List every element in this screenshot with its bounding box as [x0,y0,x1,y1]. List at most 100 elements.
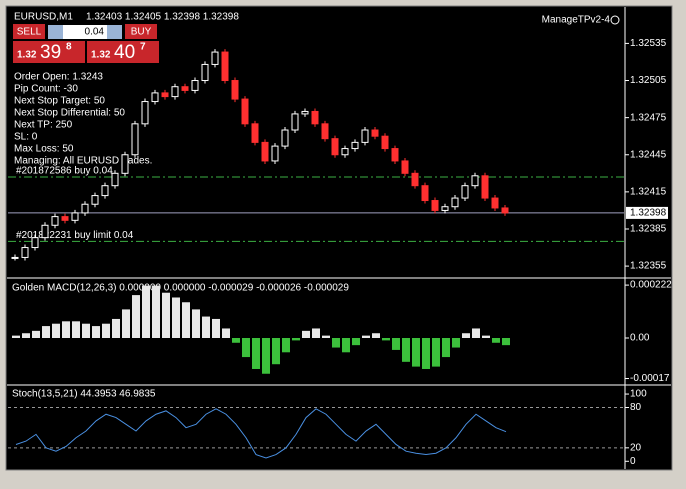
candle [151,92,159,103]
macd-bar [132,295,140,339]
macd-bar [372,333,380,339]
macd-bar [112,318,120,339]
macd-bar [452,338,460,348]
macd-bar [162,292,170,339]
candle [231,80,239,100]
macd-bar [222,328,230,339]
quote: 1.32403 1.32405 1.32398 1.32398 [86,12,239,23]
candle [41,224,49,239]
expert-icon [610,15,620,25]
candle [411,172,419,187]
buy-point: 7 [140,42,146,53]
candle [61,216,69,221]
sell-button[interactable] [13,24,45,39]
candle [71,212,79,221]
candle [141,101,149,125]
price-box [626,206,668,219]
macd-bar [412,338,420,367]
macd-bar [92,326,100,339]
buy-label: BUY [131,27,152,38]
macd-bar [332,338,340,348]
macd-bar [242,338,250,358]
candle [261,141,269,162]
candle [281,129,289,147]
macd-bar [12,335,20,339]
candle [91,195,99,205]
buy-button[interactable] [125,24,157,39]
sell-price-box[interactable] [13,41,85,63]
lot-down[interactable] [48,25,63,39]
candle [11,256,19,259]
candle [111,172,119,187]
candle [501,207,509,214]
macd-bar [32,330,40,339]
macd-bar [402,338,410,362]
candle [381,135,389,150]
macd-bar [52,323,60,339]
sell-label: SELL [17,27,42,38]
macd-bar [382,338,390,341]
y-tick-label: 1.32385 [630,224,667,235]
lot-value: 0.04 [85,27,105,38]
candle [241,98,249,125]
macd-bar [182,302,190,339]
candle [321,123,329,140]
y-tick-label: -0.00017 [630,373,670,384]
buy-pips: 40 [114,42,135,63]
macd-bar [362,335,370,339]
info-line: SL: 0 [14,132,38,143]
macd-bar [102,323,110,339]
y-tick-label: 20 [630,442,642,453]
lot-input[interactable] [63,25,107,39]
candle [201,63,209,82]
info-line: Next Stop Differential: 50 [14,108,125,119]
indicator-title: Golden MACD(12,26,3) 0.000000 0.000000 -… [12,283,349,294]
candle [471,175,479,187]
macd-bar [322,335,330,339]
macd-bar [212,318,220,339]
info-line: Next Stop Target: 50 [14,96,105,107]
macd-bar [262,338,270,374]
buy-price-box[interactable] [87,41,159,63]
macd-bar [202,316,210,339]
candle [331,138,339,156]
candle [161,92,169,98]
candle [21,247,29,258]
y-tick-label: 0.000222 [630,280,672,291]
macd-bar [392,338,400,350]
macd-bar [462,333,470,339]
order-label: #201872586 buy 0.04 [16,166,113,177]
y-tick-label: 0 [630,456,636,467]
macd-bar [122,309,130,339]
candle [171,86,179,98]
candle [441,206,449,211]
info-line: Order Open: 1.3243 [14,72,103,83]
current-price: 1.32398 [630,208,667,219]
stoch-line [15,408,507,459]
macd-bar [442,338,450,358]
candle [291,113,299,131]
sell-point: 8 [66,42,72,53]
macd-bar [302,330,310,339]
order-label: #201822231 buy limit 0.04 [16,230,134,241]
y-tick-label: 1.32535 [630,38,667,49]
candle [121,154,129,174]
macd-bar [352,338,360,346]
candle [221,51,229,82]
candle [131,123,139,156]
y-tick-label: 1.32475 [630,112,667,123]
macd-bar [82,323,90,339]
macd-bar [192,309,200,339]
candle [301,110,309,115]
macd-bar [152,285,160,339]
macd-bar [422,338,430,369]
lot-up[interactable] [107,25,122,39]
macd-bar [62,321,70,339]
candle [451,197,459,208]
candle [101,185,109,197]
candle [51,216,59,226]
macd-bar [142,285,150,339]
candle [211,51,219,65]
candle [81,203,89,214]
